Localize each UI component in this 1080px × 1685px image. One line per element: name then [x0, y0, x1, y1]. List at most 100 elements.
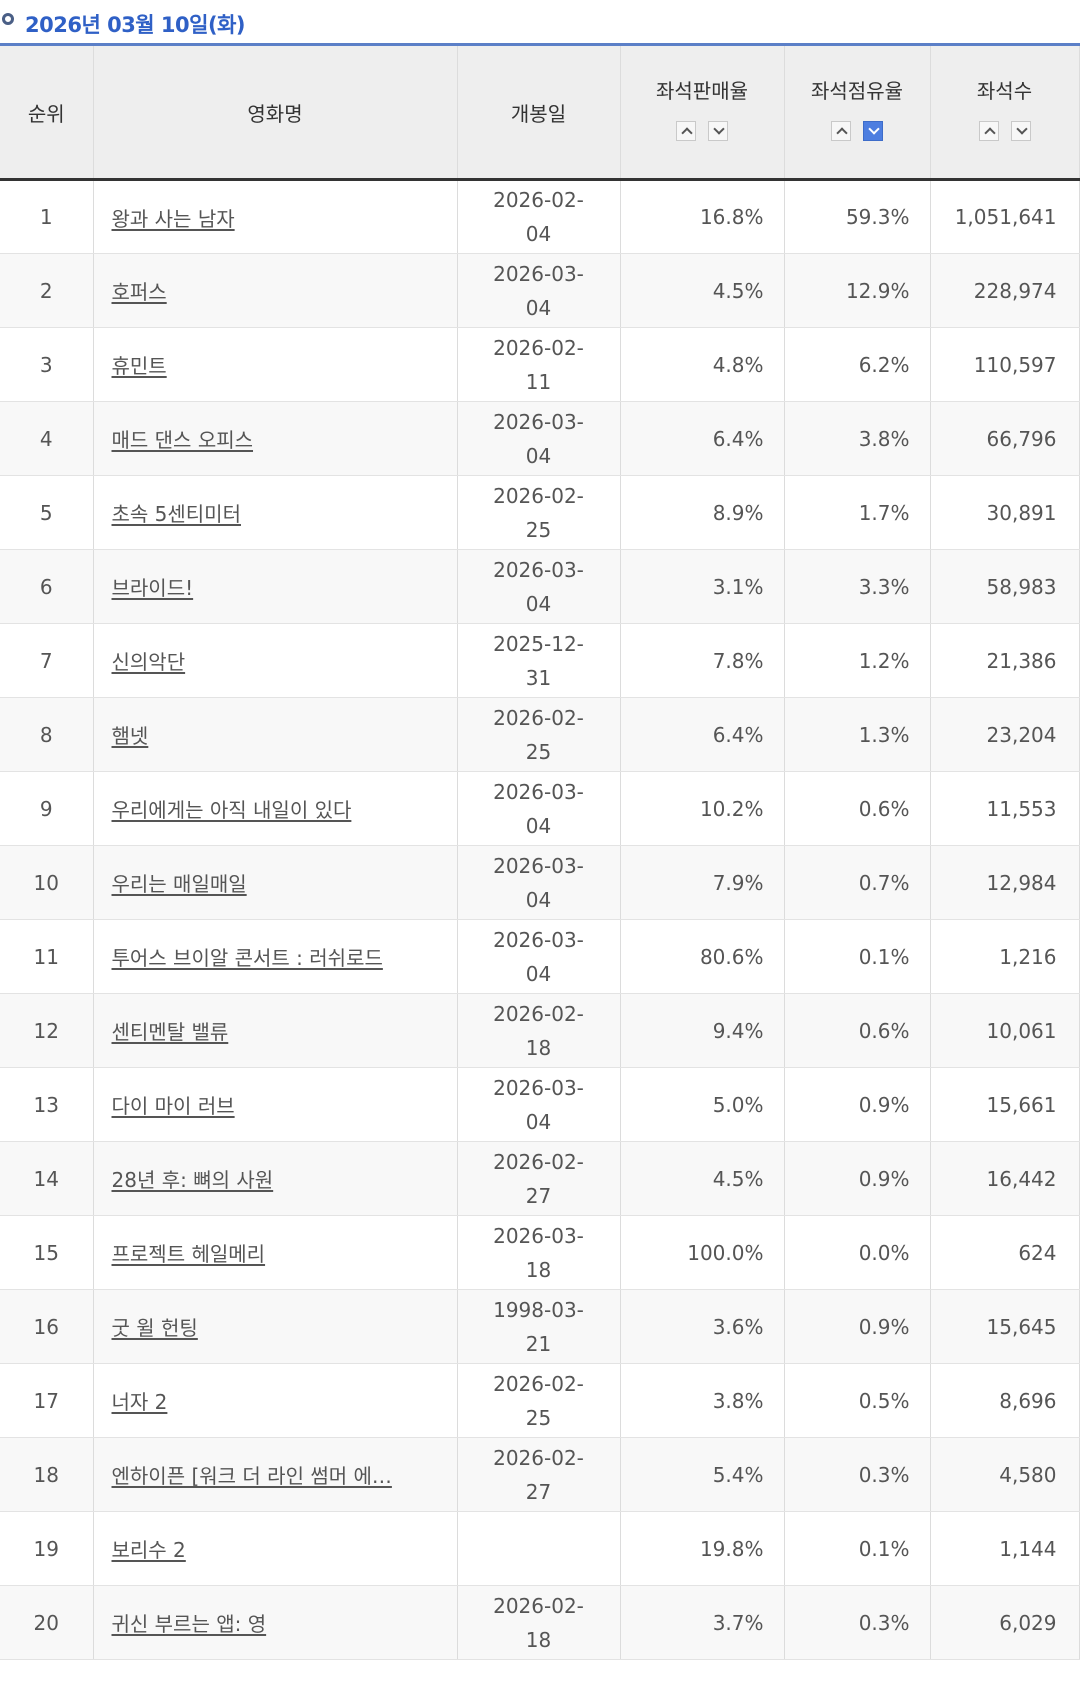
- sort-desc-share-icon[interactable]: [863, 121, 883, 141]
- movie-title-link[interactable]: 센티멘탈 밸류: [111, 1020, 229, 1044]
- sort-desc-sales-rate-icon[interactable]: [708, 121, 728, 141]
- release-date-part1: 2026-03-: [493, 409, 584, 434]
- rank-cell: 13: [0, 1067, 94, 1142]
- sort-asc-seats-icon[interactable]: [978, 121, 999, 141]
- table-row: 4 매드 댄스 오피스 2026-03- 04 6.4% 3.8% 66,796: [0, 401, 1080, 476]
- movie-title-link[interactable]: 보리수 2: [111, 1538, 186, 1562]
- release-date-cell: 2026-02- 04: [457, 179, 621, 254]
- release-date-part1: 2026-02-: [493, 705, 584, 730]
- circle-bullet-icon: [2, 13, 14, 25]
- movie-title-link[interactable]: 28년 후: 뼈의 사원: [111, 1168, 274, 1192]
- movie-title-link[interactable]: 우리에게는 아직 내일이 있다: [111, 798, 352, 822]
- movie-title-cell: 왕과 사는 남자: [93, 179, 458, 254]
- movie-title-link[interactable]: 엔하이픈 [워크 더 라인 썸머 에…: [111, 1464, 392, 1488]
- movie-title-link[interactable]: 프로젝트 헤일메리: [111, 1242, 266, 1266]
- release-date-part2: 04: [525, 222, 552, 246]
- release-date-part2: 04: [525, 813, 552, 838]
- sales-rate-cell: 16.8%: [620, 179, 785, 254]
- release-date-part1: 2026-03-: [493, 927, 584, 952]
- sales-rate-cell: 4.5%: [620, 1141, 785, 1216]
- movie-title-link[interactable]: 신의악단: [111, 650, 186, 674]
- seats-cell: 110,597: [930, 327, 1080, 402]
- movie-title-link[interactable]: 매드 댄스 오피스: [111, 428, 254, 452]
- seats-cell: 23,204: [930, 697, 1080, 772]
- movie-title-cell: 엔하이픈 [워크 더 라인 썸머 에…: [93, 1437, 458, 1512]
- sales-rate-cell: 3.6%: [620, 1289, 785, 1364]
- release-date-part1: 2026-03-: [493, 1075, 584, 1100]
- release-date-part2: 27: [525, 1479, 552, 1504]
- seats-cell: 15,645: [930, 1289, 1080, 1364]
- table-row: 13 다이 마이 러브 2026-03- 04 5.0% 0.9% 15,661: [0, 1067, 1080, 1142]
- release-date-part2: 18: [525, 1627, 552, 1652]
- sales-rate-cell: 6.4%: [620, 697, 785, 772]
- movie-title-cell: 브라이드!: [93, 549, 458, 624]
- release-date-cell: 2026-02- 27: [457, 1437, 621, 1512]
- release-date-cell: 2026-02- 25: [457, 697, 621, 772]
- movie-title-link[interactable]: 다이 마이 러브: [111, 1094, 235, 1118]
- rank-cell: 18: [0, 1437, 94, 1512]
- sales-rate-cell: 19.8%: [620, 1511, 785, 1586]
- movie-title-link[interactable]: 초속 5센티미터: [111, 502, 241, 526]
- seats-cell: 15,661: [930, 1067, 1080, 1142]
- release-date-cell: 2026-03- 04: [457, 253, 621, 328]
- sales-rate-cell: 7.9%: [620, 845, 785, 920]
- release-date-part2: 04: [525, 1109, 552, 1134]
- release-date-part1: 2026-02-: [493, 1001, 584, 1026]
- rank-cell: 14: [0, 1141, 94, 1216]
- sales-rate-cell: 7.8%: [620, 623, 785, 698]
- movie-title-link[interactable]: 햄넷: [111, 724, 149, 748]
- movie-title-link[interactable]: 왕과 사는 남자: [111, 206, 235, 231]
- release-date-cell: 2026-03- 04: [457, 771, 621, 846]
- sales-rate-cell: 100.0%: [620, 1215, 785, 1290]
- movie-title-link[interactable]: 휴민트: [111, 354, 167, 378]
- table-row: 11 투어스 브이알 콘서트 : 러쉬로드 2026-03- 04 80.6% 0.1% 1…: [0, 919, 1080, 994]
- share-cell: 0.6%: [784, 771, 931, 846]
- sort-asc-sales-rate-icon[interactable]: [676, 121, 696, 141]
- share-cell: 0.9%: [784, 1141, 931, 1216]
- movie-title-link[interactable]: 호퍼스: [111, 280, 167, 304]
- release-date-cell: 2026-02- 11: [457, 327, 621, 402]
- movie-title-cell: 센티멘탈 밸류: [93, 993, 458, 1068]
- movie-title-cell: 귀신 부르는 앱: 영: [93, 1585, 458, 1660]
- movie-title-link[interactable]: 굿 윌 헌팅: [111, 1316, 198, 1340]
- movie-title-link[interactable]: 귀신 부르는 앱: 영: [111, 1612, 267, 1636]
- movie-title-cell: 초속 5센티미터: [93, 475, 458, 550]
- sort-asc-share-icon[interactable]: [831, 121, 851, 141]
- share-cell: 12.9%: [784, 253, 931, 328]
- share-cell: 0.5%: [784, 1363, 931, 1438]
- table-row: 5 초속 5센티미터 2026-02- 25 8.9% 1.7% 30,891: [0, 475, 1080, 550]
- seats-cell: 8,696: [930, 1363, 1080, 1438]
- table-row: 8 햄넷 2026-02- 25 6.4% 1.3% 23,204: [0, 697, 1080, 772]
- movie-title-cell: 우리에게는 아직 내일이 있다: [93, 771, 458, 846]
- share-cell: 59.3%: [784, 179, 931, 254]
- release-date-part2: 04: [525, 295, 552, 320]
- movie-title-link[interactable]: 투어스 브이알 콘서트 : 러쉬로드: [111, 946, 383, 970]
- share-cell: 1.3%: [784, 697, 931, 772]
- sales-rate-cell: 5.0%: [620, 1067, 785, 1142]
- release-date-cell: 2026-02- 27: [457, 1141, 621, 1216]
- sales-rate-label: 좌석판매율: [656, 78, 748, 103]
- sales-rate-cell: 8.9%: [620, 475, 785, 550]
- movie-title-link[interactable]: 너자 2: [111, 1390, 168, 1414]
- rank-cell: 3: [0, 327, 94, 402]
- release-date-cell: 2026-02- 25: [457, 475, 621, 550]
- release-date-cell: 2026-02- 25: [457, 1363, 621, 1438]
- table-row: 9 우리에게는 아직 내일이 있다 2026-03- 04 10.2% 0.6% 11,55…: [0, 771, 1080, 846]
- share-label: 좌석점유율: [811, 78, 903, 103]
- seat-sales-table: 순위 영화명 개봉일 좌석판매율 좌석점유율 좌석수: [0, 46, 1080, 1660]
- sales-rate-cell: 5.4%: [620, 1437, 785, 1512]
- movie-title-link[interactable]: 브라이드!: [111, 576, 194, 600]
- share-cell: 0.3%: [784, 1437, 931, 1512]
- share-cell: 0.3%: [784, 1585, 931, 1660]
- seats-cell: 12,984: [930, 845, 1080, 920]
- release-date-part1: 2026-03-: [493, 1223, 584, 1248]
- sort-desc-seats-icon[interactable]: [1010, 121, 1031, 141]
- seats-cell: 6,029: [930, 1585, 1080, 1660]
- rank-cell: 1: [0, 179, 94, 254]
- table-row: 1 왕과 사는 남자 2026-02- 04 16.8% 59.3% 1,051,641: [0, 179, 1080, 254]
- release-date-part1: 2026-02-: [493, 1149, 584, 1174]
- seats-cell: 228,974: [930, 253, 1080, 328]
- seats-label: 좌석수: [976, 78, 1033, 103]
- movie-title-link[interactable]: 우리는 매일매일: [111, 872, 247, 896]
- table-row: 6 브라이드! 2026-03- 04 3.1% 3.3% 58,983: [0, 549, 1080, 624]
